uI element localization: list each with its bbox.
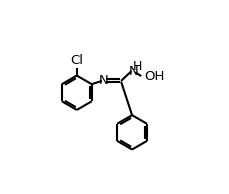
Text: Cl: Cl	[70, 54, 83, 67]
Text: N: N	[99, 74, 108, 87]
Text: H: H	[132, 61, 141, 74]
Text: OH: OH	[143, 70, 164, 83]
Text: N: N	[128, 65, 138, 78]
